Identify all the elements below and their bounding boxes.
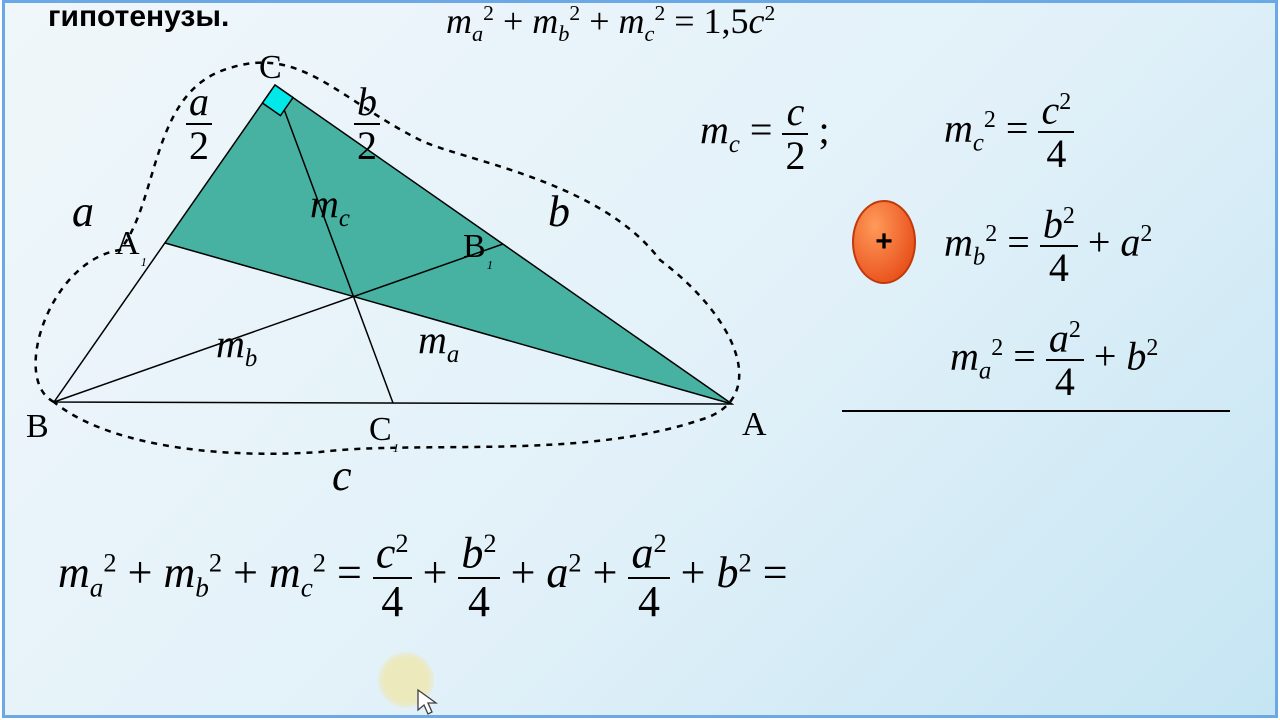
equation-mb-squared: mb2 = b24 + a2 <box>944 204 1152 288</box>
cursor-icon <box>416 688 440 716</box>
vertex-label: B₁ <box>463 228 493 271</box>
vertex-label: C <box>259 49 282 87</box>
vertex-label: A₁ <box>115 225 147 268</box>
median-label: mb <box>216 320 257 373</box>
side-label: b <box>548 186 570 237</box>
equation-ma-squared: ma2 = a24 + b2 <box>950 318 1158 402</box>
vertex-label: A <box>742 406 767 444</box>
side-label: c <box>332 450 352 501</box>
half-side-label: b2 <box>354 82 380 166</box>
plus-icon-label: + <box>875 225 893 259</box>
plus-icon: + <box>852 200 916 284</box>
vertex-label: C₁ <box>369 411 399 454</box>
vertex-label: B <box>26 408 49 446</box>
divider-line <box>842 410 1230 412</box>
equation-mc-squared: mc2 = c24 <box>944 90 1074 174</box>
median-label: ma <box>418 316 459 369</box>
side-label: a <box>72 186 94 237</box>
equation-medians-sum-top: ma2 + mb2 + mc2 = 1,5c2 <box>446 0 775 47</box>
half-side-label: a2 <box>186 82 212 166</box>
equation-mc: mc = c2 ; <box>700 92 830 176</box>
median-label: mc <box>310 180 350 233</box>
equation-expanded-sum: ma2 + mb2 + mc2 = c24 + b24 + a2 + a24 +… <box>58 530 788 624</box>
